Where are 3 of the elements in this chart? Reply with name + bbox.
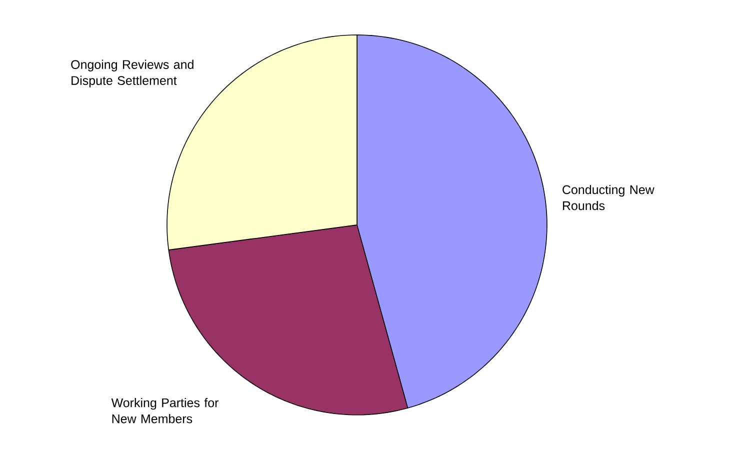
slice-label: Ongoing Reviews and Dispute Settlement <box>71 60 194 88</box>
slice-label: Conducting New Rounds <box>562 184 654 210</box>
slice-label: Working Parties for New Members <box>111 398 219 424</box>
